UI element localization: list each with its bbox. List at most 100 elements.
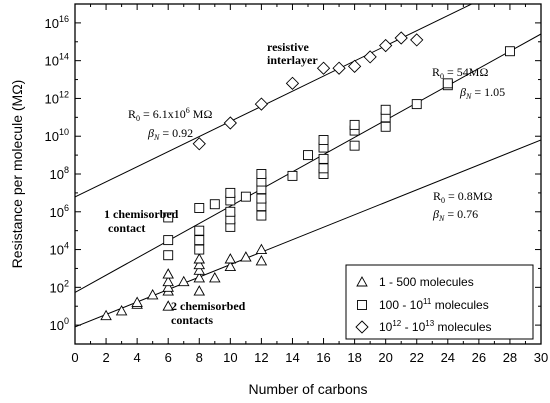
square-point-30: [380, 121, 391, 132]
fit-annotation-r0-54: R0 = 54MΩ: [432, 65, 488, 81]
triangle-point-14: [193, 253, 206, 264]
x-tick-label-22: 22: [409, 350, 423, 365]
y-tick-label-1e14: 1014: [45, 52, 69, 69]
resistive-interlayer-label-line2: interlayer: [267, 53, 318, 67]
y-tick-base: 10: [45, 16, 59, 31]
square-point-0: [163, 250, 174, 261]
diamond-point-0: [192, 137, 206, 151]
x-tick-label-10: 10: [223, 350, 237, 365]
data-markers: [100, 31, 515, 321]
y-tick-exponent: 14: [59, 52, 69, 62]
x-tick-label-24: 24: [441, 350, 455, 365]
triangle-point-7: [162, 275, 174, 287]
square-point-36: [504, 46, 515, 57]
square-point-24: [318, 153, 329, 164]
x-tick-label-28: 28: [503, 350, 517, 365]
diamond-point-7: [363, 50, 377, 64]
y-tick-exponent: 2: [64, 278, 69, 288]
y-tick-base: 10: [50, 243, 64, 258]
square-point-12: [225, 187, 236, 198]
diamond-point-6: [347, 59, 362, 73]
diamond-point-1: [223, 116, 237, 130]
square-point-35: [442, 78, 453, 89]
triangle-point-15: [193, 285, 206, 296]
y-tick-label-1e10: 1010: [45, 127, 69, 144]
square-point-20: [287, 170, 298, 181]
legend-triangle-icon: [356, 276, 368, 287]
diamond-point-10: [410, 33, 424, 47]
y-tick-exponent: 6: [64, 203, 69, 213]
y-tick-exponent: 8: [64, 165, 69, 175]
square-point-32: [380, 104, 391, 115]
x-tick-label-30: 30: [534, 350, 548, 365]
triangle-point-8: [162, 268, 174, 279]
triangle-point-13: [193, 258, 206, 270]
triangle-point-20: [255, 243, 268, 255]
x-axis-ticks: 0 2 4 6 8 10 12 14 16 18 20 22 24 26 28 30: [71, 4, 548, 365]
square-point-6: [194, 203, 205, 213]
triangle-point-17: [224, 260, 237, 272]
triangle-point-1: [115, 305, 128, 316]
x-tick-label-16: 16: [316, 350, 330, 365]
fit-annotation-r0-61: R0 = 6.1x106 MΩ: [128, 106, 212, 123]
legend-box: [345, 264, 534, 340]
triangle-point-19: [240, 251, 252, 262]
triangle-point-16: [209, 271, 221, 283]
x-tick-label-12: 12: [254, 350, 268, 365]
triangle-point-0: [100, 309, 112, 321]
triangle-point-12: [193, 264, 206, 275]
x-tick-label-0: 0: [71, 350, 78, 365]
diamond-point-5: [332, 61, 346, 75]
x-tick-label-20: 20: [378, 350, 392, 365]
x-tick-label-2: 2: [102, 350, 109, 365]
x-tick-label-14: 14: [285, 350, 299, 365]
y-tick-label-1e0: 100: [50, 316, 69, 333]
one-chemisorbed-label-line2: contact: [108, 221, 145, 235]
square-point-19: [256, 169, 267, 179]
y-tick-base: 10: [45, 129, 59, 144]
y-tick-base: 10: [50, 205, 64, 220]
square-point-21: [303, 150, 313, 161]
square-point-3: [194, 244, 205, 255]
legend-diamond-icon: [355, 320, 369, 334]
one-chemisorbed-label-line1: 1 chemisorbed: [104, 207, 179, 221]
y-tick-label-1e2: 102: [50, 278, 69, 295]
triangle-point-18: [224, 253, 237, 264]
square-point-23: [318, 163, 329, 174]
square-point-1: [163, 235, 174, 246]
triangle-point-3: [131, 296, 143, 307]
y-tick-base: 10: [50, 318, 64, 333]
square-point-10: [225, 206, 236, 217]
square-point-5: [194, 225, 205, 236]
two-chemisorbed-label-line2: contacts: [171, 313, 213, 327]
square-point-4: [194, 235, 205, 246]
fit-annotation-r0-08: R0 = 0.8MΩ: [433, 189, 492, 205]
diamond-point-8: [379, 38, 393, 53]
two-chemisorbed-label-line1: 2 chemisorbed: [171, 299, 246, 313]
square-point-13: [240, 191, 251, 202]
square-point-26: [318, 135, 329, 145]
square-point-2: [163, 212, 174, 223]
y-tick-label-1e12: 1012: [45, 89, 69, 106]
y-tick-exponent: 0: [64, 316, 69, 326]
fit-line-2: [75, 4, 473, 198]
legend-entry-triangle: 1 - 500 molecules: [379, 275, 474, 289]
x-tick-label-6: 6: [165, 350, 172, 365]
square-point-7: [209, 199, 220, 210]
diamond-point-9: [394, 31, 408, 45]
diamond-point-2: [254, 97, 269, 111]
y-tick-label-1e16: 1016: [45, 14, 69, 31]
fit-annotation-beta-092: βN = 0.92: [147, 126, 193, 142]
triangle-point-10: [177, 275, 190, 287]
resistive-interlayer-label-line1: resistive: [267, 40, 309, 54]
legend-markers: [355, 276, 369, 334]
diamond-point-4: [316, 61, 331, 75]
square-point-27: [349, 140, 360, 151]
x-tick-label-4: 4: [134, 350, 141, 365]
y-tick-base: 10: [45, 54, 59, 69]
legend-entry-square: 100 - 1011 molecules: [379, 297, 489, 312]
y-tick-exponent: 4: [64, 241, 69, 251]
fit-line-1: [75, 33, 541, 293]
y-axis-label: Resistance per molecule (MΩ): [9, 80, 25, 269]
